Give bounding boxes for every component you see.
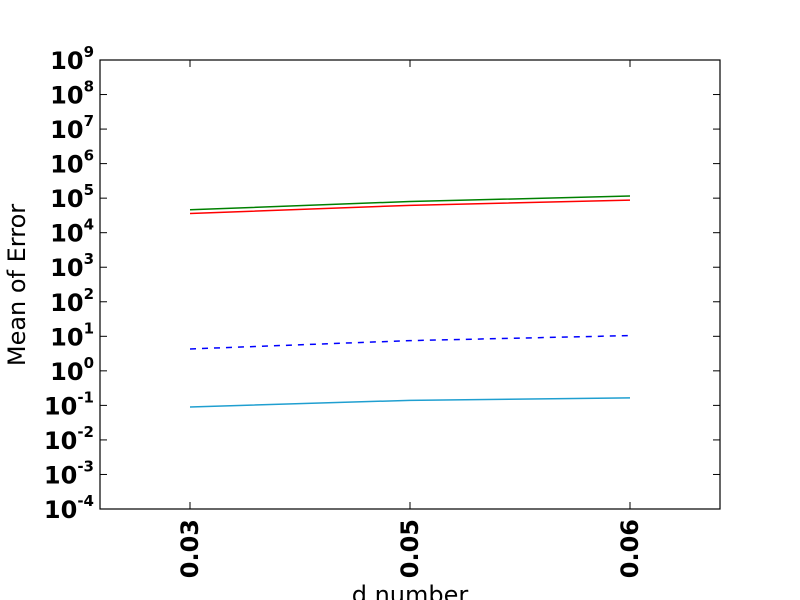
y-tick-label: 108	[50, 78, 94, 110]
y-tick-exponent: 7	[84, 112, 94, 130]
y-tick-exponent: 3	[84, 250, 94, 268]
y-tick-exponent: 9	[84, 43, 94, 61]
y-tick-label: 100	[50, 354, 94, 386]
y-tick-base: 10	[50, 82, 83, 110]
y-tick-base: 10	[50, 47, 83, 75]
y-tick-label: 10-1	[44, 388, 94, 420]
y-tick-label: 10-3	[44, 457, 94, 489]
y-tick-exponent: -3	[77, 457, 94, 475]
y-tick-base: 10	[50, 151, 83, 179]
y-tick-exponent: 4	[84, 216, 94, 234]
plot-area	[99, 59, 721, 510]
x-tick-label: 0.03	[176, 519, 204, 578]
y-tick-base: 10	[50, 220, 83, 248]
y-tick-label: 107	[50, 112, 94, 144]
y-tick-exponent: 6	[84, 147, 94, 165]
y-tick-base: 10	[44, 496, 77, 524]
y-tick-exponent: 1	[84, 319, 94, 337]
y-tick-exponent: 5	[84, 181, 94, 199]
y-tick-base: 10	[50, 254, 83, 282]
y-tick-exponent: -1	[77, 388, 94, 406]
y-tick-exponent: 8	[84, 78, 94, 96]
y-tick-label: 104	[50, 216, 94, 248]
y-axis-label: Mean of Error	[3, 204, 31, 366]
y-tick-base: 10	[50, 358, 83, 386]
x-axis-label: d number	[352, 581, 469, 600]
y-tick-label: 106	[50, 147, 94, 179]
series-layer	[189, 195, 631, 408]
y-tick-base: 10	[50, 289, 83, 317]
y-tick-label: 102	[50, 285, 94, 317]
y-tick-label: 10-2	[44, 423, 94, 455]
y-tick-base: 10	[50, 323, 83, 351]
y-tick-base: 10	[44, 461, 77, 489]
y-tick-base: 10	[50, 116, 83, 144]
y-tick-label: 109	[50, 43, 94, 75]
y-tick-label: 101	[50, 319, 94, 351]
y-tick-base: 10	[44, 427, 77, 455]
y-axis: 10-410-310-210-1100101102103104105106107…	[44, 43, 720, 524]
y-tick-base: 10	[50, 185, 83, 213]
y-tick-base: 10	[44, 392, 77, 420]
y-tick-label: 10-4	[44, 492, 94, 524]
y-tick-exponent: 0	[84, 354, 94, 372]
y-tick-label: 103	[50, 250, 94, 282]
y-tick-exponent: -4	[77, 492, 94, 510]
y-tick-label: 105	[50, 181, 94, 213]
x-axis: 0.03 0.05 0.06	[176, 60, 644, 578]
x-tick-label: 0.05	[396, 519, 424, 578]
y-tick-exponent: -2	[77, 423, 94, 441]
y-tick-exponent: 2	[84, 285, 94, 303]
x-tick-label: 0.06	[616, 519, 644, 578]
